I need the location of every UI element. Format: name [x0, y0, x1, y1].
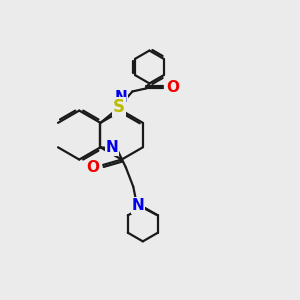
Text: N: N: [115, 90, 128, 105]
Text: N: N: [131, 198, 144, 213]
Text: S: S: [113, 98, 125, 116]
Text: N: N: [106, 140, 118, 155]
Text: O: O: [167, 80, 180, 95]
Text: O: O: [86, 160, 100, 175]
